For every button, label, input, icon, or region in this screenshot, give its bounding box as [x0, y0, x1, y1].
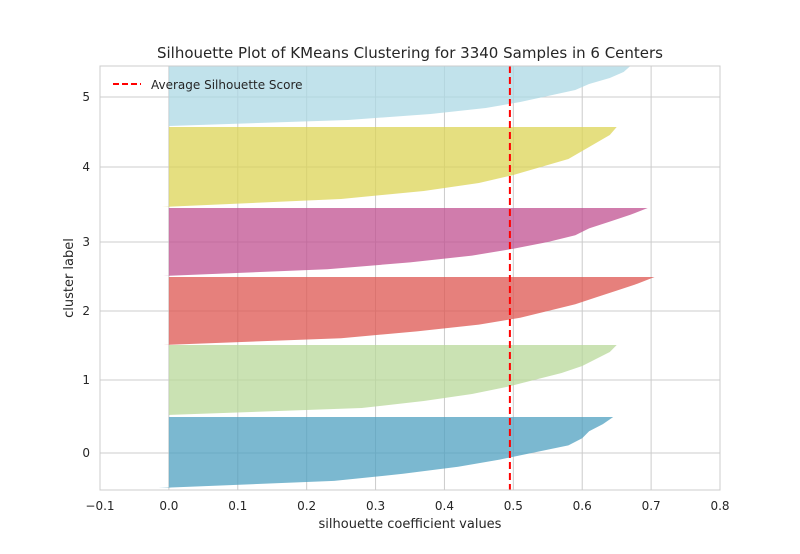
x-tick-label: 0.0 [159, 499, 178, 513]
y-axis-label: cluster label [62, 238, 77, 318]
x-axis-label: silhouette coefficient values [319, 517, 502, 532]
cluster-areas [158, 66, 655, 488]
y-tick-label: 2 [82, 304, 90, 318]
cluster-0-area [158, 417, 614, 488]
chart-title: Silhouette Plot of KMeans Clustering for… [157, 44, 663, 62]
cluster-5-area [168, 66, 631, 126]
y-tick-label: 0 [82, 446, 90, 460]
x-tick-label: 0.1 [228, 499, 247, 513]
y-axis-ticks: 0 1 2 3 4 5 [82, 90, 90, 460]
x-tick-label: 0.2 [297, 499, 316, 513]
x-tick-label: 0.4 [435, 499, 454, 513]
x-axis-ticks: −0.1 0.0 0.1 0.2 0.3 0.4 0.5 0.6 0.7 0.8 [85, 499, 729, 513]
cluster-3-area [163, 208, 648, 276]
y-tick-label: 1 [82, 373, 90, 387]
cluster-2-area [163, 277, 655, 345]
legend-label: Average Silhouette Score [151, 78, 303, 92]
x-tick-label: −0.1 [85, 499, 114, 513]
y-tick-label: 3 [82, 235, 90, 249]
x-tick-label: 0.6 [573, 499, 592, 513]
cluster-4-area [162, 127, 617, 207]
x-tick-label: 0.5 [504, 499, 523, 513]
x-tick-label: 0.8 [710, 499, 729, 513]
y-tick-label: 5 [82, 90, 90, 104]
y-tick-label: 4 [82, 160, 90, 174]
legend: Average Silhouette Score [113, 78, 303, 92]
x-tick-label: 0.3 [366, 499, 385, 513]
cluster-1-area [166, 345, 617, 415]
plot-frame [99, 65, 721, 491]
x-tick-label: 0.7 [642, 499, 661, 513]
